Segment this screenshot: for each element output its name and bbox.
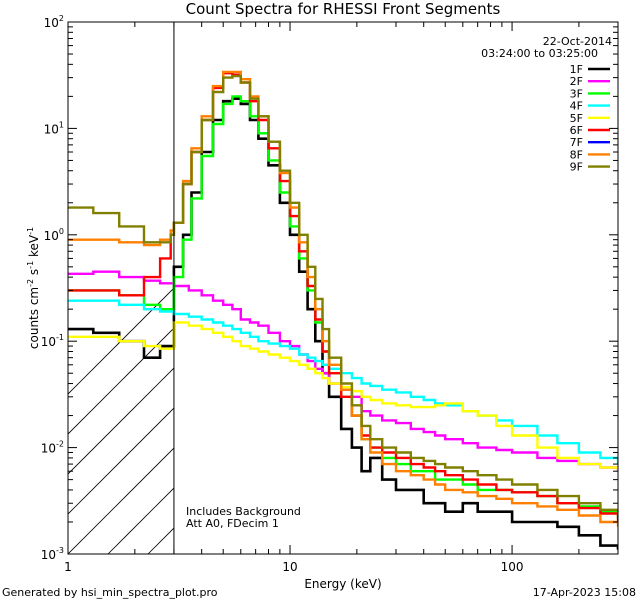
hatch-line (107, 487, 174, 554)
y-axis-label: counts cm-2 s-1 keV-1 (26, 227, 41, 349)
axes: 10-3 10-2 10-1 100 101 102 1 10 100 (41, 14, 619, 574)
series-1F (68, 97, 618, 550)
y-tick-label: 10-2 (41, 440, 64, 456)
hatch-line (68, 327, 174, 435)
hatch-line (548, 14, 640, 554)
legend-label-1F: 1F (570, 63, 583, 76)
hatch-line (348, 14, 640, 554)
legend-label-7F: 7F (570, 136, 583, 149)
series-5F (68, 321, 618, 472)
hatch-line (268, 14, 640, 554)
x-tick-label: 10 (282, 560, 297, 574)
hatch-line (388, 14, 640, 554)
legend-label-8F: 8F (570, 148, 583, 161)
series-6F (68, 72, 618, 522)
y-tick-label: 10-1 (41, 333, 64, 349)
footer-timestamp: 17-Apr-2023 15:08 (533, 586, 636, 599)
x-tick-label: 1 (64, 560, 72, 574)
annotation-attenuator: Att A0, FDecim 1 (186, 517, 279, 530)
plot-frame (67, 21, 619, 555)
x-axis-label: Energy (keV) (304, 577, 381, 591)
date-label: 22-Oct-2014 (543, 35, 612, 48)
legend-label-3F: 3F (570, 87, 583, 100)
series-8F (68, 70, 618, 527)
legend-label-2F: 2F (570, 75, 583, 88)
y-tick-label: 10-3 (41, 546, 64, 562)
hatch-line (68, 407, 174, 515)
hatch-line (588, 14, 640, 554)
time-range-label: 03:24:00 to 03:25:00 (481, 47, 598, 60)
hatch-line (628, 14, 640, 554)
legend-label-4F: 4F (570, 100, 583, 113)
series-group (68, 70, 618, 550)
hatch-line (308, 14, 640, 554)
series-3F (68, 95, 618, 518)
hatch-line (428, 14, 640, 554)
y-tick-label: 102 (44, 14, 64, 30)
y-tick-label: 100 (44, 227, 64, 243)
hatch-line (68, 287, 174, 395)
annotation-background: Includes Background (186, 505, 301, 518)
hatch-line (147, 527, 174, 554)
footer-generated-by: Generated by hsi_min_spectra_plot.pro (2, 586, 218, 599)
hatched-region (68, 14, 640, 554)
legend-label-5F: 5F (570, 112, 583, 125)
legend-label-6F: 6F (570, 124, 583, 137)
legend-label-9F: 9F (570, 161, 583, 174)
hatch-line (468, 14, 640, 554)
x-tick-label: 100 (501, 560, 524, 574)
chart-title: Count Spectra for RHESSI Front Segments (186, 0, 501, 18)
hatch-line (68, 367, 174, 475)
series-2F (68, 270, 618, 472)
y-tick-label: 101 (44, 120, 64, 136)
hatch-line (68, 447, 174, 554)
series-9F (68, 74, 618, 516)
